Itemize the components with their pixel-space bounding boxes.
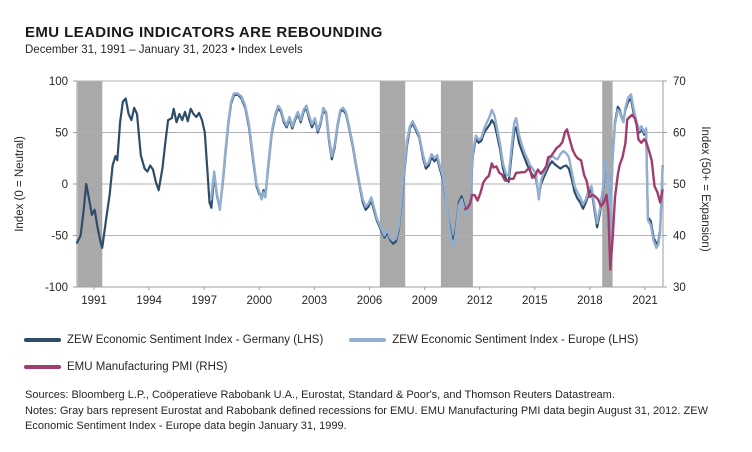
legend: ZEW Economic Sentiment Index - Germany (… xyxy=(24,332,740,375)
legend-item-3: EMU Manufacturing PMI (RHS) xyxy=(24,359,227,375)
x-tick-label: 2006 xyxy=(357,295,383,307)
x-tick-label: 1994 xyxy=(136,295,162,307)
footer-notes-block: Sources: Bloomberg L.P., Coöperatieve Ra… xyxy=(25,388,737,435)
legend-item-2: ZEW Economic Sentiment Index - Europe (L… xyxy=(349,332,638,348)
x-tick-label: 2009 xyxy=(412,295,438,307)
x-tick-label: 1997 xyxy=(191,295,217,307)
page-subtitle: December 31, 1991 – January 31, 2023 • I… xyxy=(25,44,303,56)
x-tick-label: 2012 xyxy=(467,295,493,307)
right-tick-label: 50 xyxy=(673,179,686,191)
legend-swatch xyxy=(24,365,61,369)
x-tick-label: 2021 xyxy=(632,295,658,307)
right-tick-label: 60 xyxy=(673,128,686,140)
right-tick-label: 30 xyxy=(673,282,686,294)
left-axis-title: Index (0 = Neutral) xyxy=(14,136,26,232)
x-tick-label: 2000 xyxy=(247,295,273,307)
right-tick-label: 70 xyxy=(673,76,686,88)
right-tick-label: 40 xyxy=(673,231,686,243)
footer-sources: Sources: Bloomberg L.P., Coöperatieve Ra… xyxy=(25,389,615,401)
legend-label: ZEW Economic Sentiment Index - Europe (L… xyxy=(392,334,639,346)
legend-swatch xyxy=(349,338,387,342)
x-tick-label: 2018 xyxy=(577,295,603,307)
x-tick-label: 2003 xyxy=(302,295,328,307)
right-axis-title: Index (50+ = Expansion) xyxy=(699,126,711,252)
left-tick-label: 0 xyxy=(62,179,68,191)
page-title: EMU LEADING INDICATORS ARE REBOUNDING xyxy=(25,24,383,41)
footer-notes: Notes: Gray bars represent Eurostat and … xyxy=(25,404,708,433)
series-line-1 xyxy=(75,93,664,249)
left-tick-label: -100 xyxy=(45,282,68,294)
legend-label: ZEW Economic Sentiment Index - Germany (… xyxy=(67,334,324,346)
series-line-2 xyxy=(209,92,664,250)
left-tick-label: 100 xyxy=(49,76,68,88)
left-tick-label: -50 xyxy=(51,231,68,243)
legend-swatch xyxy=(24,338,61,342)
legend-label: EMU Manufacturing PMI (RHS) xyxy=(67,361,228,373)
series-line-3 xyxy=(463,113,664,271)
x-tick-label: 1991 xyxy=(81,295,107,307)
x-tick-label: 2015 xyxy=(522,295,548,307)
legend-item-1: ZEW Economic Sentiment Index - Germany (… xyxy=(24,332,323,348)
left-tick-label: 50 xyxy=(55,128,68,140)
